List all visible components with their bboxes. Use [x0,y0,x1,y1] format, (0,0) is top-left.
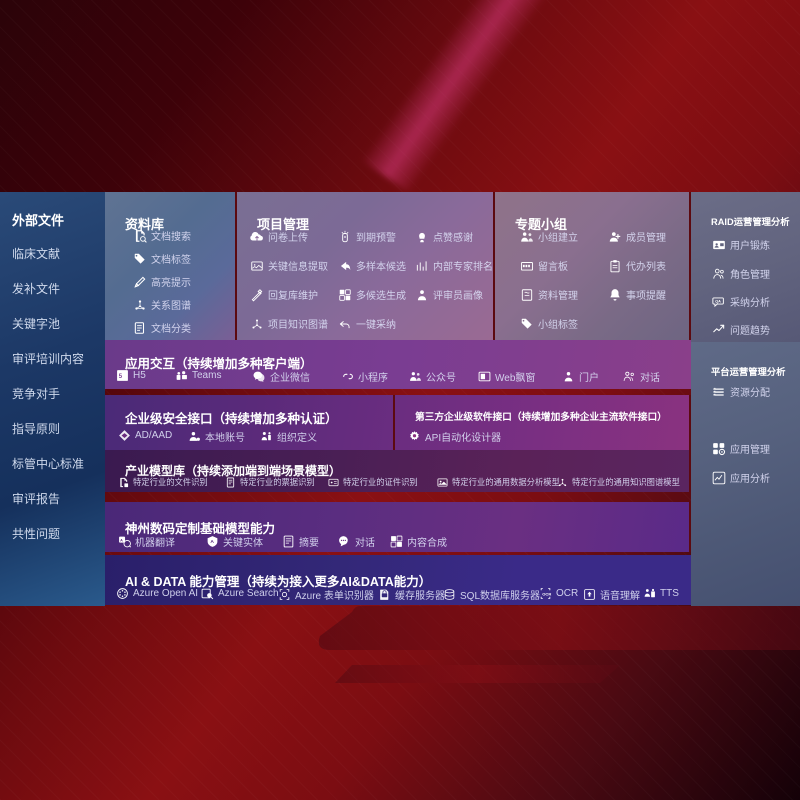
svg-text:OCR: OCR [542,591,551,596]
svg-text:A: A [120,539,123,543]
svg-text:QA: QA [715,299,721,303]
svg-text:A: A [210,539,214,545]
